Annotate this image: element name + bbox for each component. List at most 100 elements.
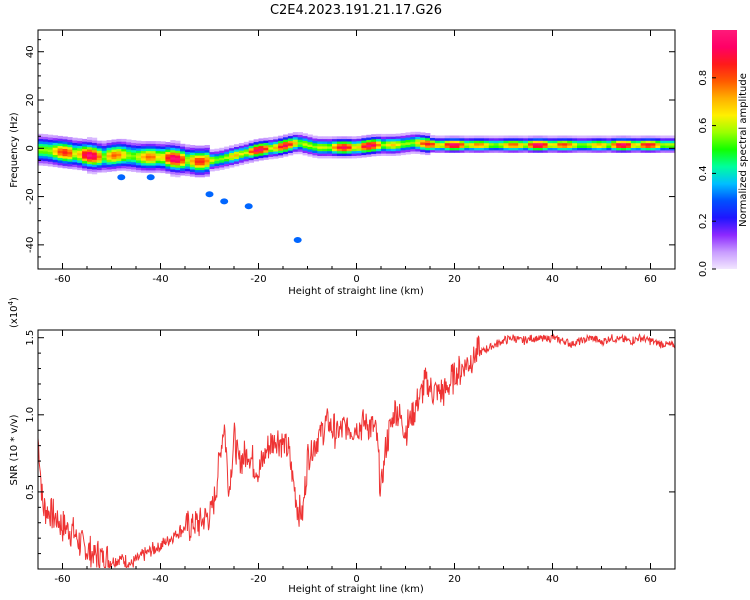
spectrogram-cell [145, 153, 152, 156]
spectrogram-cell [131, 142, 137, 146]
spectrogram-cell [116, 158, 122, 162]
spectrogram-cell [106, 159, 112, 163]
spectrogram-cell [434, 142, 441, 146]
spectrogram-cell [547, 140, 553, 144]
spectrogram-cell [405, 134, 411, 138]
spectrogram-cell [140, 150, 147, 154]
spectrogram-cell [420, 137, 426, 140]
spectrogram-cell [493, 147, 499, 151]
spectrogram-cell [327, 143, 333, 147]
spectrogram-cell [464, 138, 470, 141]
spectrogram-cell [131, 149, 137, 153]
spectrogram-cell [371, 153, 377, 157]
spectrogram-cell [268, 156, 274, 160]
spectrogram-cell [165, 163, 171, 167]
spectrogram-cell [42, 143, 49, 147]
spectrogram-cell [121, 151, 127, 154]
spectrogram-cell [77, 164, 83, 168]
spectrogram-cell [52, 140, 58, 143]
spectrogram-cell [121, 138, 127, 142]
spectrogram-cell [405, 137, 411, 140]
spectrogram-cell [586, 140, 593, 144]
spectrogram-cell [366, 146, 372, 150]
spectrogram-cell [87, 166, 93, 169]
spectrogram-cell [581, 145, 588, 148]
spectrogram-cell [366, 149, 372, 153]
spectrogram-cell [258, 155, 264, 159]
spectrogram-cell [493, 138, 499, 141]
spectrogram-cell [38, 133, 44, 137]
spectrogram-cell [444, 150, 450, 153]
spectrogram-cell [155, 153, 161, 156]
spectrogram-cell [165, 154, 171, 157]
x-tick-label: 60 [644, 274, 657, 285]
spectrogram-cell [175, 167, 181, 171]
spectrogram-stray-component [293, 237, 302, 243]
spectrogram-cell [498, 135, 504, 139]
spectrogram-cell [38, 157, 44, 161]
spectrogram-cell [577, 147, 583, 151]
spectrogram-cell [62, 155, 68, 159]
spectrogram-cell [77, 155, 83, 158]
spectrogram-cell [400, 133, 406, 136]
spectrogram-cell [145, 167, 152, 171]
spectrogram-cell [180, 146, 186, 149]
spectrogram-cell [67, 154, 73, 157]
spectrogram-cell [253, 149, 259, 152]
spectrogram-cell [87, 158, 93, 162]
spectrogram-cell [474, 147, 480, 151]
spectrogram-cell [140, 165, 147, 168]
spectrogram-cell [91, 157, 98, 160]
spectrogram-cell [175, 172, 181, 175]
spectrogram-cell [234, 144, 240, 147]
spectrogram-cell [660, 150, 666, 153]
spectrogram-cell [136, 157, 142, 161]
spectrogram-cell [420, 134, 426, 138]
spectrogram-cell [356, 152, 362, 156]
spectrogram-cell [483, 135, 490, 139]
spectrogram-cell [258, 148, 264, 151]
spectrogram-cell [101, 157, 107, 161]
spectrogram-cell [425, 147, 431, 151]
spectrogram-cell [444, 140, 450, 144]
spectrogram-cell [219, 164, 225, 168]
spectrogram-cell [87, 170, 93, 174]
spectrogram-cell [591, 147, 597, 151]
spectrogram-cell [552, 150, 558, 153]
spectrogram-cell [483, 145, 490, 148]
spectrogram-cell [430, 140, 436, 143]
spectrogram-cell [38, 138, 44, 142]
spectrogram-cell [381, 138, 387, 142]
spectrogram-cell [136, 152, 142, 156]
spectrogram-cell [346, 153, 352, 156]
spectrogram-cell [121, 158, 127, 162]
spectrogram-cell [292, 141, 299, 145]
spectrogram-cell [224, 161, 230, 164]
spectrogram-cell [91, 142, 98, 146]
spectrogram-cell [180, 158, 186, 162]
svg-text:(x104): (x104) [7, 297, 20, 328]
spectrogram-cell [332, 153, 338, 156]
spectrogram-cell [38, 160, 44, 164]
spectrogram-cell [488, 150, 495, 153]
spectrogram-cell [655, 145, 661, 148]
snr-y-ticks: 0.5 1.0 1.5 [25, 330, 675, 555]
spectrogram-cell [194, 155, 201, 158]
spectrogram-cell [376, 148, 382, 152]
spectrogram-cell [640, 140, 646, 144]
spectrogram-cell [165, 161, 171, 165]
spectrogram-cell [91, 137, 98, 141]
spectrogram-cell [420, 139, 426, 143]
spectrogram-cell [454, 138, 460, 141]
spectrogram-cell [420, 151, 426, 155]
spectrogram-cell [523, 147, 529, 151]
spectrogram-cell [96, 143, 103, 146]
spectrogram-cell [268, 149, 274, 153]
spectrogram-cell [366, 134, 372, 138]
spectrogram-cell [253, 151, 259, 155]
spectrogram-cell [72, 137, 78, 141]
spectrogram-cell [635, 138, 642, 141]
spectrogram-cell [283, 139, 289, 143]
spectrogram-cell [140, 143, 147, 147]
